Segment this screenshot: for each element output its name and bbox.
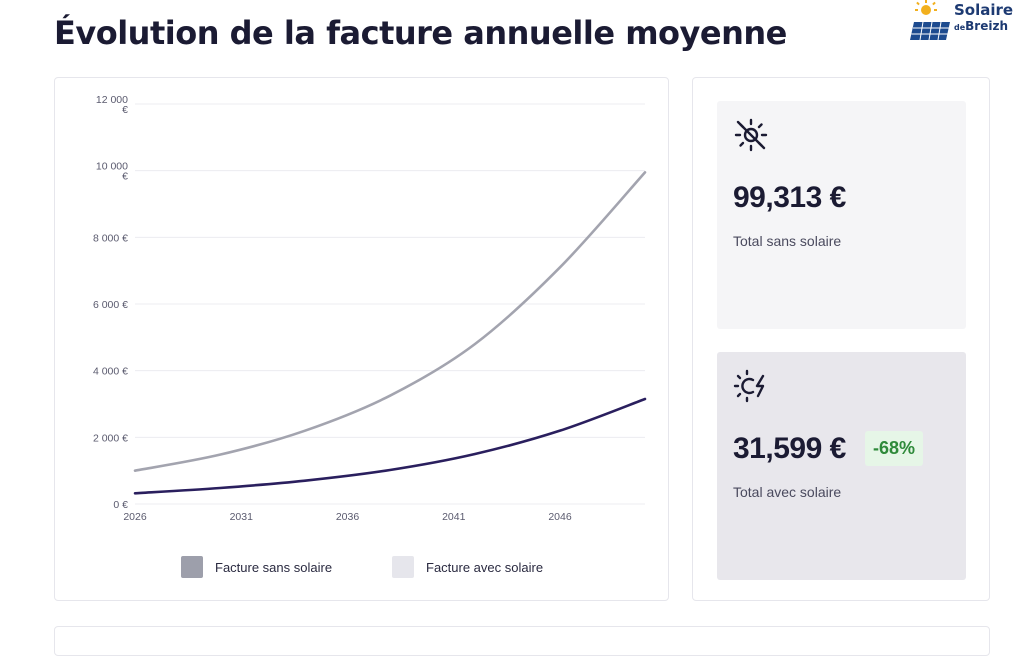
chart-legend: Facture sans solaire Facture avec solair… — [55, 556, 668, 580]
legend-label: Facture sans solaire — [215, 559, 333, 575]
legend-item-avec-solaire[interactable]: Facture avec solaire — [392, 556, 543, 578]
y-tick-label: 8 000 € — [93, 232, 128, 244]
y-tick-label: 2 000 € — [93, 432, 128, 444]
logo-text: Solaire — [954, 1, 1014, 19]
y-tick-label: 12 000 € — [96, 94, 128, 116]
sun-bolt-icon — [733, 369, 765, 403]
savings-badge: -68% — [865, 431, 924, 466]
y-tick-label: 10 000 € — [96, 161, 128, 183]
stats-card: 99,313 € Total sans solaire 31,599 € -68… — [692, 77, 990, 601]
stat-label: Total avec solaire — [733, 484, 842, 500]
y-tick-label: 6 000 € — [93, 299, 128, 311]
brand-logo[interactable]: Solaire deBreizh — [908, 0, 1024, 42]
series-line-sans-solaire — [133, 171, 647, 472]
legend-swatch — [181, 556, 203, 578]
x-tick-label: 2026 — [123, 511, 147, 523]
sun-off-icon — [734, 118, 768, 152]
legend-label: Facture avec solaire — [426, 559, 544, 575]
x-tick-label: 2041 — [442, 511, 466, 523]
line-chart: 0 € 2 000 € 4 000 € 6 000 € 8 000 € 10 000 € 12… — [93, 94, 647, 523]
stat-without-solar: 99,313 € Total sans solaire — [717, 101, 966, 329]
stat-with-solar: 31,599 € -68% Total avec solaire — [717, 352, 966, 580]
stat-label: Total sans solaire — [733, 233, 842, 249]
x-tick-label: 2046 — [548, 511, 572, 523]
legend-item-sans-solaire[interactable]: Facture sans solaire — [181, 556, 332, 578]
logo-subtext: deBreizh — [954, 19, 1008, 33]
y-tick-label: 4 000 € — [93, 366, 128, 378]
stat-value: 99,313 € — [733, 181, 846, 214]
next-card — [54, 626, 990, 656]
legend-swatch — [392, 556, 414, 578]
chart-card: 0 € 2 000 € 4 000 € 6 000 € 8 000 € 10 000 € 12… — [54, 77, 669, 601]
x-tick-label: 2036 — [336, 511, 360, 523]
solar-panel-logo-icon — [910, 0, 950, 41]
page-title: Évolution de la facture annuelle moyenne — [54, 14, 787, 52]
y-tick-label: 0 € — [113, 499, 128, 511]
stat-value: 31,599 € — [733, 432, 846, 465]
series-line-avec-solaire — [133, 397, 647, 495]
x-tick-label: 2031 — [230, 511, 254, 523]
